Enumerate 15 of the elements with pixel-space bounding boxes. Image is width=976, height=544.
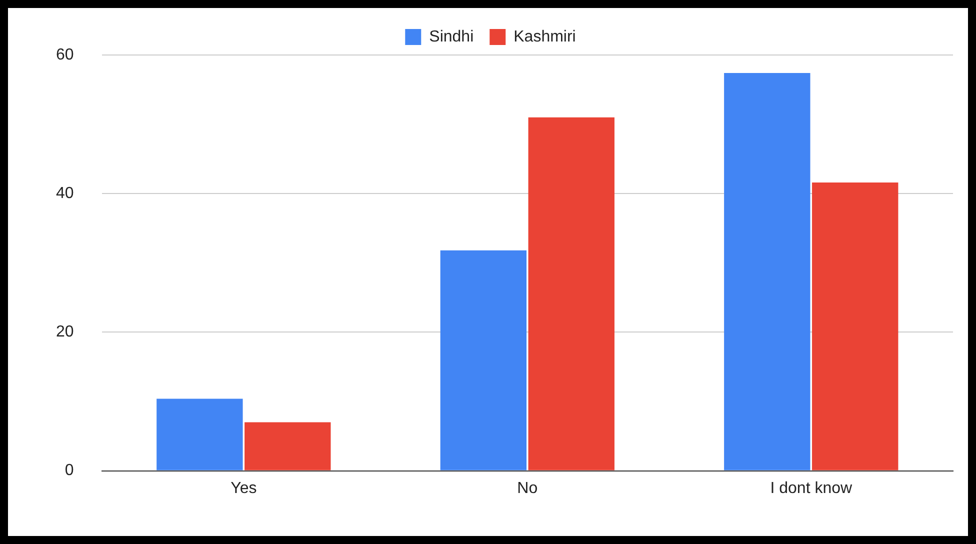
bar	[440, 250, 527, 470]
bar	[244, 422, 331, 470]
bar	[528, 117, 614, 470]
bar	[156, 398, 243, 470]
legend-label: Sindhi	[429, 28, 474, 46]
y-tick-label: 0	[64, 462, 74, 480]
y-tick-label: 20	[56, 324, 74, 341]
x-tick-label: I dont know	[770, 480, 852, 497]
x-tick-label: Yes	[230, 480, 257, 497]
x-tick-label: No	[517, 480, 538, 497]
y-tick-label: 60	[56, 46, 74, 64]
legend-label: Kashmiri	[514, 28, 576, 46]
bar	[812, 182, 898, 470]
y-tick-label: 40	[56, 185, 74, 202]
bar	[724, 73, 810, 470]
